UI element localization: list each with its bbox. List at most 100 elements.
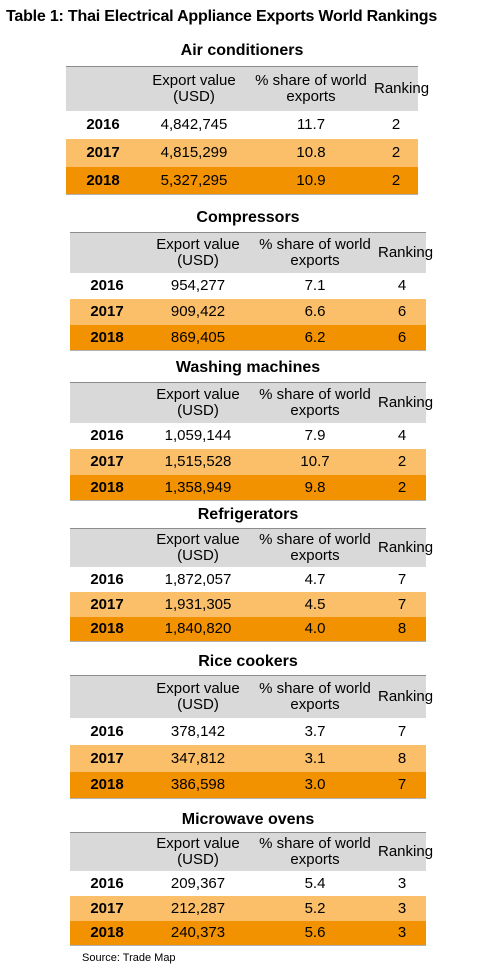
export-value-cell: 954,277 (144, 272, 252, 299)
export-value-cell: 1,059,144 (144, 422, 252, 449)
section-refrigerators: Refrigerators Export value (USD) % share… (70, 506, 433, 642)
year-cell: 2018 (70, 474, 144, 501)
export-value-cell: 378,142 (144, 717, 252, 745)
header-share: % share of world exports (248, 66, 374, 111)
table-row: 2018 869,405 6.2 6 (70, 324, 426, 351)
year-cell: 2018 (70, 920, 144, 946)
ranking-cell: 6 (378, 324, 426, 351)
export-value-cell: 386,598 (144, 771, 252, 799)
table-row: 2018 240,373 5.6 3 (70, 920, 426, 946)
ranking-cell: 2 (378, 474, 426, 501)
table-header-row: Export value (USD) % share of world expo… (70, 232, 433, 273)
header-year (70, 675, 144, 718)
header-export-value: Export value (USD) (144, 382, 252, 423)
share-cell: 5.2 (252, 895, 378, 921)
section-washing-machines: Washing machines Export value (USD) % sh… (70, 359, 433, 501)
table-row: 2018 386,598 3.0 7 (70, 771, 426, 799)
year-cell: 2017 (70, 298, 144, 325)
ranking-cell: 2 (374, 138, 418, 167)
ranking-cell: 3 (378, 870, 426, 896)
share-cell: 10.7 (252, 448, 378, 475)
share-cell: 3.1 (252, 744, 378, 772)
header-export-value: Export value (USD) (140, 66, 248, 111)
page-title: Table 1: Thai Electrical Appliance Expor… (6, 8, 438, 25)
ranking-cell: 7 (378, 771, 426, 799)
header-ranking: Ranking (378, 232, 433, 273)
header-ranking: Ranking (378, 528, 433, 567)
ranking-cell: 4 (378, 422, 426, 449)
share-cell: 6.2 (252, 324, 378, 351)
year-cell: 2017 (70, 744, 144, 772)
data-table: Export value (USD) % share of world expo… (70, 382, 433, 501)
section-title: Air conditioners (180, 42, 304, 59)
table-row: 2018 1,358,949 9.8 2 (70, 474, 426, 501)
ranking-cell: 8 (378, 744, 426, 772)
share-cell: 5.6 (252, 920, 378, 946)
section-air-conditioners: Air conditioners Export value (USD) % sh… (66, 42, 429, 195)
year-cell: 2017 (70, 448, 144, 475)
header-export-value: Export value (USD) (144, 832, 252, 871)
table-row: 2017 1,931,305 4.5 7 (70, 591, 426, 617)
table-header-row: Export value (USD) % share of world expo… (70, 528, 433, 567)
export-value-cell: 347,812 (144, 744, 252, 772)
ranking-cell: 3 (378, 920, 426, 946)
export-value-cell: 1,840,820 (144, 616, 252, 642)
table-row: 2016 4,842,745 11.7 2 (66, 110, 418, 139)
year-cell: 2016 (70, 717, 144, 745)
data-table: Export value (USD) % share of world expo… (70, 675, 433, 799)
year-cell: 2017 (66, 138, 140, 167)
share-cell: 10.8 (248, 138, 374, 167)
header-ranking: Ranking (378, 832, 433, 871)
header-year (70, 382, 144, 423)
table-row: 2017 4,815,299 10.8 2 (66, 138, 418, 167)
ranking-cell: 2 (378, 448, 426, 475)
export-value-cell: 909,422 (144, 298, 252, 325)
ranking-cell: 7 (378, 717, 426, 745)
export-value-cell: 1,872,057 (144, 566, 252, 592)
table-row: 2016 1,059,144 7.9 4 (70, 422, 426, 449)
year-cell: 2018 (70, 616, 144, 642)
table-row: 2017 1,515,528 10.7 2 (70, 448, 426, 475)
header-year (70, 232, 144, 273)
section-microwave-ovens: Microwave ovens Export value (USD) % sha… (70, 811, 433, 946)
table-row: 2016 209,367 5.4 3 (70, 870, 426, 896)
export-value-cell: 5,327,295 (140, 166, 248, 195)
ranking-cell: 6 (378, 298, 426, 325)
year-cell: 2016 (70, 272, 144, 299)
table-header-row: Export value (USD) % share of world expo… (66, 66, 429, 111)
section-title: Microwave ovens (181, 811, 315, 828)
year-cell: 2018 (66, 166, 140, 195)
year-cell: 2018 (70, 324, 144, 351)
table-row: 2017 909,422 6.6 6 (70, 298, 426, 325)
share-cell: 4.0 (252, 616, 378, 642)
export-value-cell: 1,931,305 (144, 591, 252, 617)
ranking-cell: 3 (378, 895, 426, 921)
year-cell: 2018 (70, 771, 144, 799)
data-table: Export value (USD) % share of world expo… (70, 832, 433, 946)
share-cell: 7.9 (252, 422, 378, 449)
header-ranking: Ranking (378, 382, 433, 423)
table-row: 2016 954,277 7.1 4 (70, 272, 426, 299)
table-header-row: Export value (USD) % share of world expo… (70, 832, 433, 871)
share-cell: 3.7 (252, 717, 378, 745)
share-cell: 4.7 (252, 566, 378, 592)
table-header-row: Export value (USD) % share of world expo… (70, 382, 433, 423)
share-cell: 11.7 (248, 110, 374, 139)
data-table: Export value (USD) % share of world expo… (70, 232, 433, 351)
header-export-value: Export value (USD) (144, 675, 252, 718)
ranking-cell: 7 (378, 566, 426, 592)
export-value-cell: 1,515,528 (144, 448, 252, 475)
table-header-row: Export value (USD) % share of world expo… (70, 675, 433, 718)
header-share: % share of world exports (252, 528, 378, 567)
header-ranking: Ranking (374, 66, 429, 111)
share-cell: 6.6 (252, 298, 378, 325)
header-year (66, 66, 140, 111)
ranking-cell: 8 (378, 616, 426, 642)
export-value-cell: 1,358,949 (144, 474, 252, 501)
header-year (70, 528, 144, 567)
ranking-cell: 4 (378, 272, 426, 299)
table-row: 2018 1,840,820 4.0 8 (70, 616, 426, 642)
section-compressors: Compressors Export value (USD) % share o… (70, 209, 433, 351)
data-table: Export value (USD) % share of world expo… (66, 66, 429, 195)
section-title: Rice cookers (198, 653, 298, 670)
